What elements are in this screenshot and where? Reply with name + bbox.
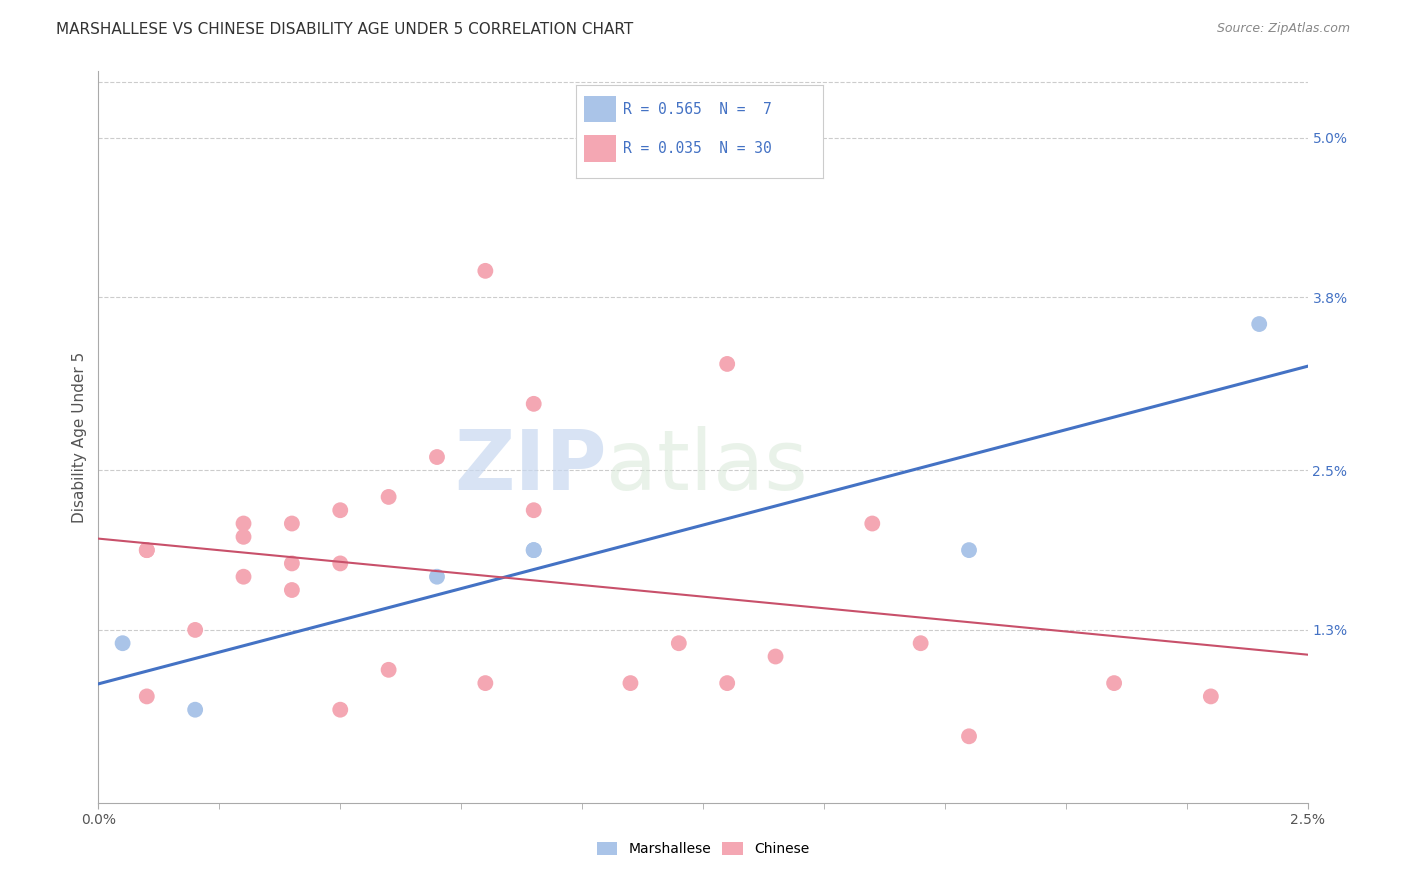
Point [1199, 690, 1222, 704]
Legend: Marshallese, Chinese: Marshallese, Chinese [591, 837, 815, 862]
Text: ZIP: ZIP [454, 425, 606, 507]
Point [232, 570, 254, 584]
Point [523, 397, 546, 411]
Point [957, 729, 980, 743]
Point [329, 503, 352, 517]
Point [765, 649, 787, 664]
Point [232, 530, 254, 544]
Point [474, 676, 496, 690]
Point [668, 636, 690, 650]
Bar [583, 96, 616, 122]
Point [910, 636, 932, 650]
Point [232, 516, 254, 531]
Point [716, 357, 738, 371]
Point [184, 623, 207, 637]
Point [1249, 317, 1271, 331]
Point [1102, 676, 1125, 690]
Point [957, 543, 980, 558]
Point [111, 636, 134, 650]
Point [523, 543, 546, 558]
Text: Source: ZipAtlas.com: Source: ZipAtlas.com [1216, 22, 1350, 36]
Point [860, 516, 883, 531]
Point [135, 690, 157, 704]
Text: atlas: atlas [606, 425, 808, 507]
Point [523, 503, 546, 517]
Point [474, 264, 496, 278]
Text: R = 0.035  N = 30: R = 0.035 N = 30 [623, 141, 772, 156]
Point [377, 663, 399, 677]
Point [281, 582, 304, 597]
Y-axis label: Disability Age Under 5: Disability Age Under 5 [72, 351, 87, 523]
Point [281, 516, 304, 531]
Point [135, 543, 157, 558]
Point [523, 543, 546, 558]
Point [619, 676, 641, 690]
Bar [583, 136, 616, 161]
Point [426, 450, 449, 464]
Point [377, 490, 399, 504]
Text: MARSHALLESE VS CHINESE DISABILITY AGE UNDER 5 CORRELATION CHART: MARSHALLESE VS CHINESE DISABILITY AGE UN… [56, 22, 634, 37]
Point [184, 703, 207, 717]
Point [135, 543, 157, 558]
Point [329, 703, 352, 717]
Point [329, 557, 352, 571]
Point [426, 570, 449, 584]
Point [716, 676, 738, 690]
Point [281, 557, 304, 571]
Text: R = 0.565  N =  7: R = 0.565 N = 7 [623, 102, 772, 117]
